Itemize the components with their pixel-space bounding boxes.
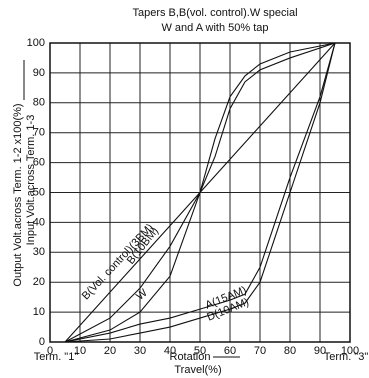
x-tick-label: 30 bbox=[134, 345, 146, 357]
y-axis-label: Output Volt.across Term. 1-2 x100(%) bbox=[12, 103, 24, 286]
series-label: W bbox=[134, 287, 150, 303]
chart-subtitle: W and A with 50% tap bbox=[161, 22, 268, 34]
x-tick-label: 60 bbox=[224, 345, 236, 357]
curve bbox=[64, 42, 336, 343]
y-axis-label: Input Volt.across Term. 1-3 bbox=[25, 115, 37, 246]
y-tick-label: 60 bbox=[33, 157, 45, 169]
x-tick-label: 20 bbox=[104, 345, 116, 357]
y-tick-label: 40 bbox=[33, 216, 45, 228]
x-tick-label: 40 bbox=[164, 345, 176, 357]
chart-title: Tapers B,B(vol. control).W special bbox=[132, 7, 297, 19]
y-tick-label: 50 bbox=[33, 186, 45, 198]
x-axis-label: Rotation bbox=[170, 351, 211, 363]
x-tick-label: 0 bbox=[47, 345, 53, 357]
x-tick-label: 50 bbox=[194, 345, 206, 357]
y-tick-label: 20 bbox=[33, 276, 45, 288]
y-tick-label: 90 bbox=[33, 67, 45, 79]
y-tick-label: 80 bbox=[33, 97, 45, 109]
x-tick-label: 100 bbox=[341, 345, 359, 357]
plot-border bbox=[49, 42, 351, 343]
y-tick-label: 10 bbox=[33, 306, 45, 318]
y-tick-label: 0 bbox=[39, 336, 45, 348]
x-axis-label: Travel(%) bbox=[174, 364, 221, 376]
curve bbox=[64, 42, 336, 343]
y-tick-label: 100 bbox=[27, 37, 45, 49]
y-tick-label: 70 bbox=[33, 127, 45, 139]
curve bbox=[64, 42, 336, 343]
x-tick-label: 90 bbox=[314, 345, 326, 357]
x-tick-label: 80 bbox=[284, 345, 296, 357]
x-tick-label: 70 bbox=[254, 345, 266, 357]
x-end-label: Term. "3" bbox=[324, 351, 369, 363]
curve bbox=[64, 42, 336, 343]
x-tick-label: 10 bbox=[74, 345, 86, 357]
y-tick-label: 30 bbox=[33, 246, 45, 258]
x-end-label: Term. "1" bbox=[34, 351, 79, 363]
